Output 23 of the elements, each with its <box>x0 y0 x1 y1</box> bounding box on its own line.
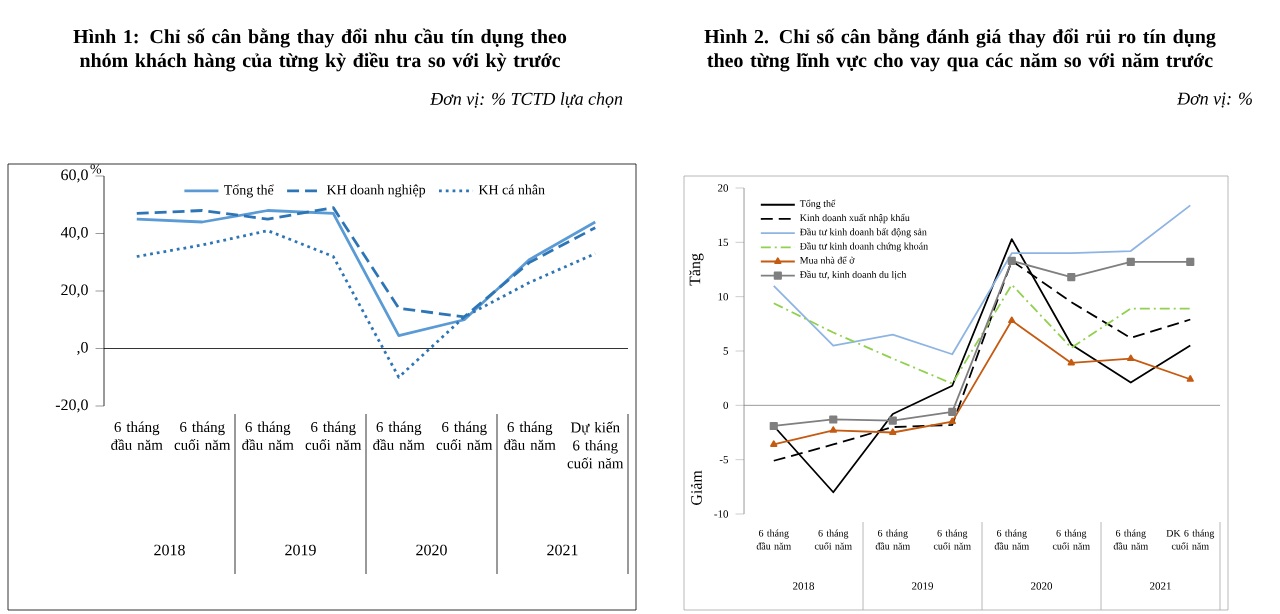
point <box>948 407 957 416</box>
point <box>770 440 778 447</box>
point <box>1008 316 1016 324</box>
point <box>769 421 778 431</box>
point <box>829 415 838 424</box>
chart-subtitle: Đơn vị: % TCTD lựa chọn <box>430 92 623 108</box>
line-series <box>135 209 597 337</box>
line-series <box>772 238 1192 494</box>
point <box>1186 257 1195 266</box>
point <box>1067 358 1075 366</box>
line-series <box>772 283 1192 385</box>
point <box>1007 256 1016 265</box>
point <box>1067 273 1076 282</box>
point <box>1127 354 1135 362</box>
chart-title: Hình 1: Chỉ số cân bằng thay đổi nhu cầu tín dụng theo nhóm khách hàng của từng kỳ điều tra so với kỳ trước <box>73 28 567 72</box>
point <box>1126 257 1135 266</box>
point <box>888 416 897 425</box>
point <box>829 426 837 433</box>
chart-subtitle: Đơn vị: % <box>1176 92 1252 108</box>
point <box>889 428 897 435</box>
chart-title: Hình 2. Chỉ số cân bằng đánh giá thay đổi rủi ro tín dụng theo từng lĩnh vực cho vay qua các năm so với năm trước <box>704 28 1216 72</box>
point <box>948 417 956 425</box>
point <box>1186 375 1194 382</box>
